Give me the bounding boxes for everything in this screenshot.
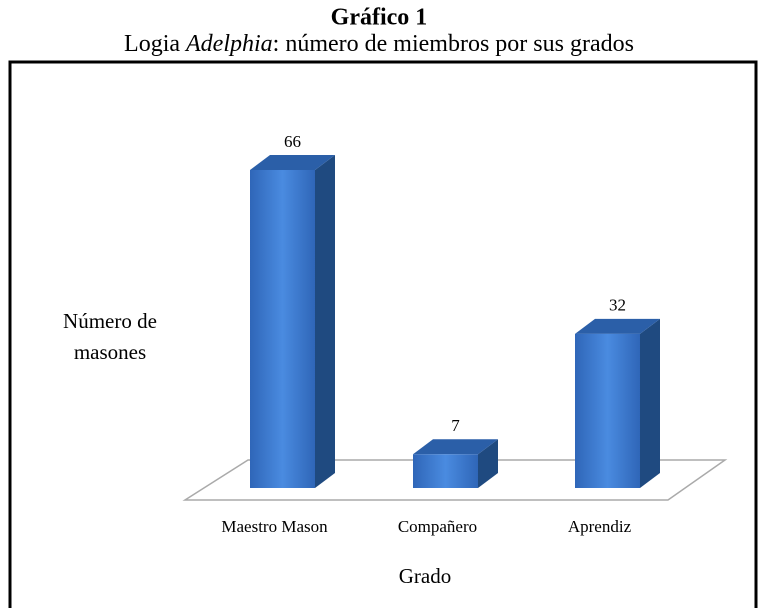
bar-side <box>478 439 498 488</box>
data-label: 7 <box>451 416 460 435</box>
subtitle-part: Logia <box>124 31 186 57</box>
bar <box>575 333 640 488</box>
x-tick-label: Aprendiz <box>568 517 632 536</box>
bar-side <box>315 155 335 488</box>
chart-title: Gráfico 1 <box>331 5 428 31</box>
chart-subtitle: Logia Adelphia: número de miembros por s… <box>124 31 634 57</box>
subtitle-part: Adelphia <box>184 31 273 57</box>
x-tick-label: Maestro Mason <box>221 517 328 536</box>
data-label: 32 <box>609 296 626 315</box>
y-axis-label: masones <box>74 340 146 364</box>
x-axis-label: Grado <box>399 564 451 588</box>
bar <box>250 170 315 488</box>
bar-side <box>640 318 660 488</box>
bar <box>413 454 478 488</box>
bar-top <box>413 439 498 455</box>
subtitle-part: : número de miembros por sus grados <box>273 31 634 57</box>
bar-top <box>575 318 660 334</box>
bar-top <box>250 155 335 170</box>
x-tick-label: Compañero <box>398 517 477 536</box>
y-axis-label: Número de <box>63 309 157 333</box>
chart-frame <box>8 60 758 608</box>
data-label: 66 <box>284 132 301 151</box>
